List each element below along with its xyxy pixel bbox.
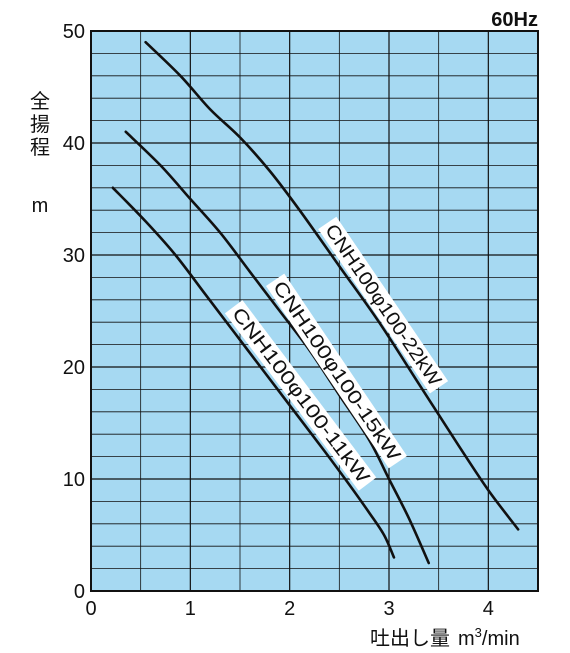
- curve-line: [124, 130, 431, 565]
- plot-area: [91, 31, 538, 591]
- curve-line: [111, 186, 396, 559]
- y-axis-label-char: 全: [30, 90, 50, 113]
- x-tick-label: 2: [284, 598, 295, 620]
- x-tick-labels: 0 1 2 3 4: [85, 598, 493, 620]
- x-tick-label: 1: [185, 598, 196, 620]
- plot-frame: [90, 30, 539, 592]
- x-unit-tail: /min: [482, 628, 520, 650]
- x-tick-label: 0: [85, 598, 96, 620]
- y-tick-label: 20: [63, 357, 85, 379]
- curve-label-backdrop: [224, 300, 377, 491]
- x-unit-sup: 3: [475, 625, 482, 640]
- y-axis-label-char: 揚: [30, 113, 50, 136]
- y-axis-label: 全揚程: [30, 90, 50, 159]
- frequency-label: 60Hz: [491, 9, 538, 31]
- x-tick-label: 4: [483, 598, 494, 620]
- curve-label-backdrop: [318, 216, 449, 394]
- y-tick-label: 40: [63, 133, 85, 155]
- curve-line: [144, 40, 520, 531]
- y-axis-label-char: 程: [30, 136, 50, 159]
- y-tick-label: 10: [63, 469, 85, 491]
- y-tick-label: 30: [63, 245, 85, 267]
- x-axis-label: 吐出し量: [370, 627, 450, 650]
- y-tick-labels: 0 10 20 30 40 50: [63, 21, 85, 603]
- x-tick-label: 3: [383, 598, 394, 620]
- y-tick-label: 0: [74, 581, 85, 603]
- curve-label-backdrop: [265, 273, 408, 469]
- x-unit-base: m: [458, 628, 475, 650]
- y-axis-unit: m: [32, 195, 49, 217]
- y-tick-label: 50: [63, 21, 85, 43]
- x-axis-unit: m3/min: [458, 625, 520, 650]
- performance-curves: [111, 40, 520, 565]
